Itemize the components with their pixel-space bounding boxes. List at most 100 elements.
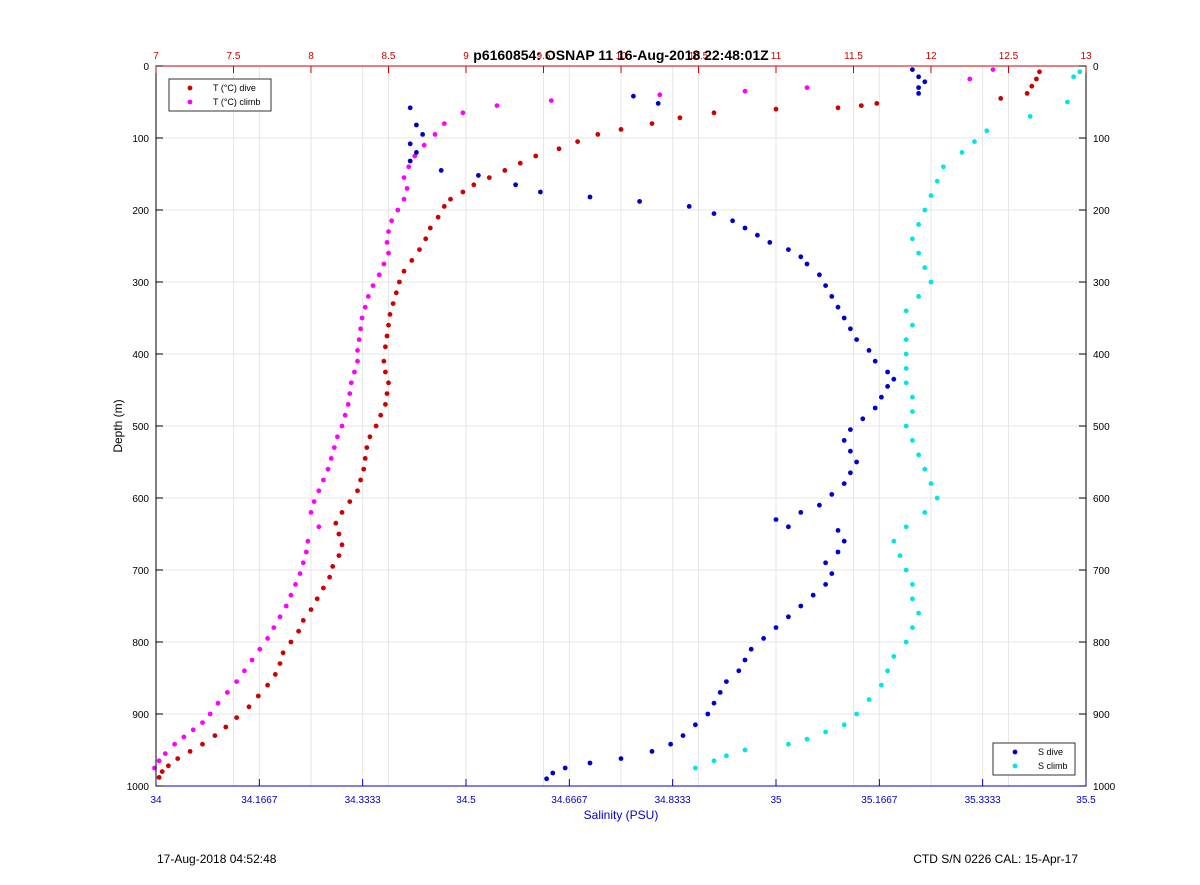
data-point (823, 283, 828, 288)
data-point (156, 758, 162, 764)
depth-tick-label-left: 300 (132, 278, 149, 289)
temperature-tick-label: 8.5 (382, 51, 396, 62)
data-point (314, 596, 320, 602)
data-point (414, 122, 419, 128)
temperature-tick-label: 13 (1080, 51, 1092, 62)
data-point (872, 405, 878, 411)
data-point (854, 711, 859, 717)
depth-tick-label-left: 600 (132, 494, 149, 505)
data-point (1024, 91, 1030, 96)
data-point (786, 614, 791, 620)
data-point (364, 445, 370, 450)
depth-tick-label-left: 1000 (127, 782, 150, 793)
data-point (903, 366, 909, 371)
depth-tick-label-left: 500 (132, 422, 149, 433)
data-point (390, 301, 396, 306)
data-point (352, 369, 357, 375)
data-point (367, 434, 373, 440)
depth-tick-label-left: 0 (143, 62, 149, 73)
data-point (587, 760, 593, 766)
data-point (257, 646, 263, 652)
data-point (835, 105, 841, 111)
salinity-tick-label: 35.5 (1076, 795, 1096, 806)
data-point (544, 776, 549, 782)
data-point (786, 524, 791, 530)
data-point (361, 466, 367, 472)
data-point (804, 736, 810, 742)
data-point (234, 679, 240, 684)
data-point (200, 741, 205, 747)
data-point (903, 308, 909, 314)
data-point (265, 682, 270, 688)
data-point (333, 520, 339, 526)
data-point (355, 488, 360, 494)
data-point (903, 639, 909, 645)
data-point (427, 225, 433, 231)
data-point (910, 409, 915, 414)
data-point (533, 153, 539, 159)
salinity-tick-label: 34.6667 (551, 795, 588, 806)
data-point (649, 121, 655, 126)
data-point (406, 164, 412, 170)
data-point (724, 753, 729, 759)
data-point (841, 722, 847, 728)
data-point (680, 733, 686, 738)
data-point (362, 456, 368, 461)
data-point (922, 79, 928, 85)
data-point (311, 499, 317, 504)
data-point (885, 668, 890, 674)
data-point (200, 720, 205, 725)
data-point (421, 142, 427, 148)
data-point (460, 110, 466, 116)
data-point (517, 160, 523, 166)
depth-tick-label-right: 600 (1093, 494, 1110, 505)
data-point (277, 661, 283, 666)
series-s-dive (407, 67, 928, 782)
data-point (742, 225, 748, 231)
data-point (829, 294, 835, 299)
data-point (804, 85, 810, 90)
data-point (1071, 74, 1076, 80)
data-point (928, 193, 934, 199)
data-point (224, 690, 230, 695)
data-point (773, 106, 779, 112)
data-point (397, 279, 402, 285)
salinity-tick-label: 34.1667 (241, 795, 278, 806)
legend-t-climb: T (°C) climb (213, 97, 260, 107)
data-point (903, 423, 909, 429)
data-point (401, 196, 407, 202)
data-point (916, 294, 921, 299)
series-s-climb (693, 69, 1083, 771)
temperature-tick-label: 10 (615, 51, 627, 62)
data-point (786, 247, 791, 253)
data-point (432, 132, 438, 137)
depth-tick-label-left: 100 (132, 134, 149, 145)
data-point (378, 412, 384, 418)
data-point (280, 650, 286, 656)
data-point (910, 394, 915, 400)
data-point (618, 756, 624, 761)
temperature-tick-label: 7.5 (227, 51, 241, 62)
data-point (848, 470, 853, 476)
salinity-tick-label: 34 (150, 795, 162, 806)
data-point (255, 693, 261, 699)
data-point (798, 254, 804, 260)
data-point (296, 628, 301, 634)
data-point (387, 312, 393, 317)
data-point (249, 657, 255, 663)
data-point (283, 603, 289, 609)
series-t-c-dive (156, 69, 1042, 780)
data-point (383, 369, 388, 375)
data-point (362, 304, 368, 310)
data-point (972, 139, 977, 145)
data-point (730, 218, 735, 224)
data-point (885, 384, 890, 389)
salinity-tick-label: 34.8333 (655, 795, 692, 806)
data-point (401, 175, 407, 181)
data-point (903, 337, 909, 342)
data-point (829, 571, 835, 576)
data-point (810, 592, 816, 598)
temperature-tick-label: 12.5 (999, 51, 1019, 62)
data-point (903, 567, 909, 573)
